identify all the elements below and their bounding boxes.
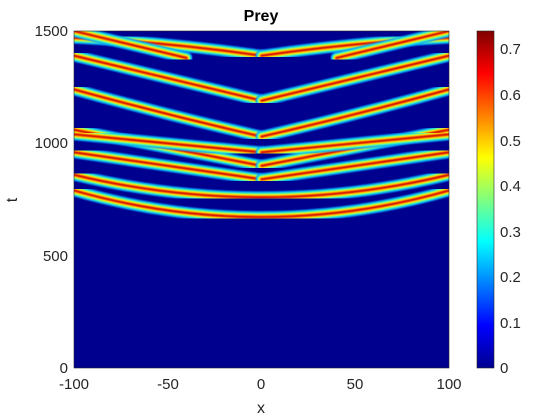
y-tick-label: 1500: [35, 23, 68, 40]
heatmap-band: [74, 174, 449, 198]
y-tick-label: 0: [60, 360, 68, 377]
x-tick-label: -50: [157, 376, 179, 393]
heatmap-band: [335, 31, 449, 59]
x-tick-label: 100: [436, 376, 461, 393]
y-axis-label: t: [4, 197, 21, 202]
y-tick-label: 500: [43, 248, 68, 265]
y-axis: 0 500 1000 1500 t: [4, 23, 68, 377]
chart-title: Prey: [244, 8, 279, 25]
colorbar-tick-label: 0.6: [500, 87, 521, 104]
heatmap-band: [74, 151, 263, 180]
x-axis: -100 -50 0 50 100 x: [59, 376, 462, 417]
colorbar-tick-label: 0: [500, 360, 508, 377]
colorbar-tick-label: 0.1: [500, 315, 521, 332]
heatmap-band: [74, 189, 449, 218]
colorbar-tick-label: 0.2: [500, 269, 521, 286]
x-tick-label: 0: [257, 376, 265, 393]
heatmap-band: [74, 55, 263, 102]
y-tick-label: 1000: [35, 135, 68, 152]
colorbar-tick-label: 0.3: [500, 224, 521, 241]
heatmap-band: [74, 88, 263, 138]
x-tick-label: -100: [59, 376, 89, 393]
heatmap-band: [260, 88, 449, 138]
heatmap-band: [260, 151, 449, 180]
x-axis-label: x: [257, 400, 265, 417]
heatmap-band: [74, 31, 188, 59]
colorbar-tick-label: 0.5: [500, 133, 521, 150]
colorbar: 0 0.1 0.2 0.3 0.4 0.5 0.6 0.7: [476, 30, 521, 377]
plot-frame: [73, 30, 450, 369]
colorbar-scale: [476, 30, 495, 369]
x-tick-label: 50: [347, 376, 364, 393]
heatmap-bands: [74, 31, 449, 224]
colorbar-tick-label: 0.7: [500, 41, 521, 58]
heatmap-band: [260, 55, 449, 102]
colorbar-tick-label: 0.4: [500, 178, 521, 195]
